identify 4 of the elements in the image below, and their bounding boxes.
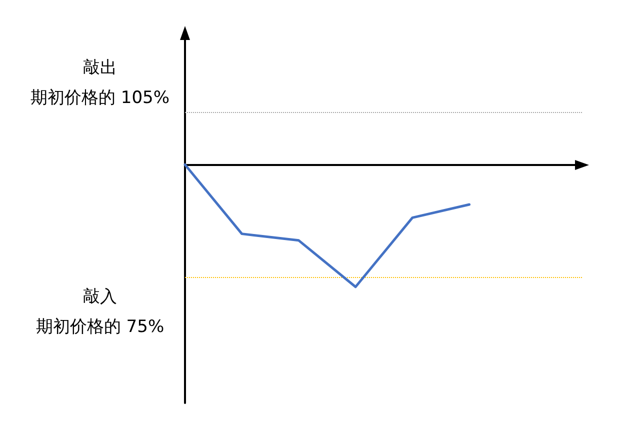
ref-line-label: 期初价格的 105%: [30, 88, 170, 108]
text: 敲出: [83, 58, 117, 78]
text: 敲入: [83, 286, 117, 307]
ref-line-label: 期初价格的 75%: [36, 316, 164, 337]
